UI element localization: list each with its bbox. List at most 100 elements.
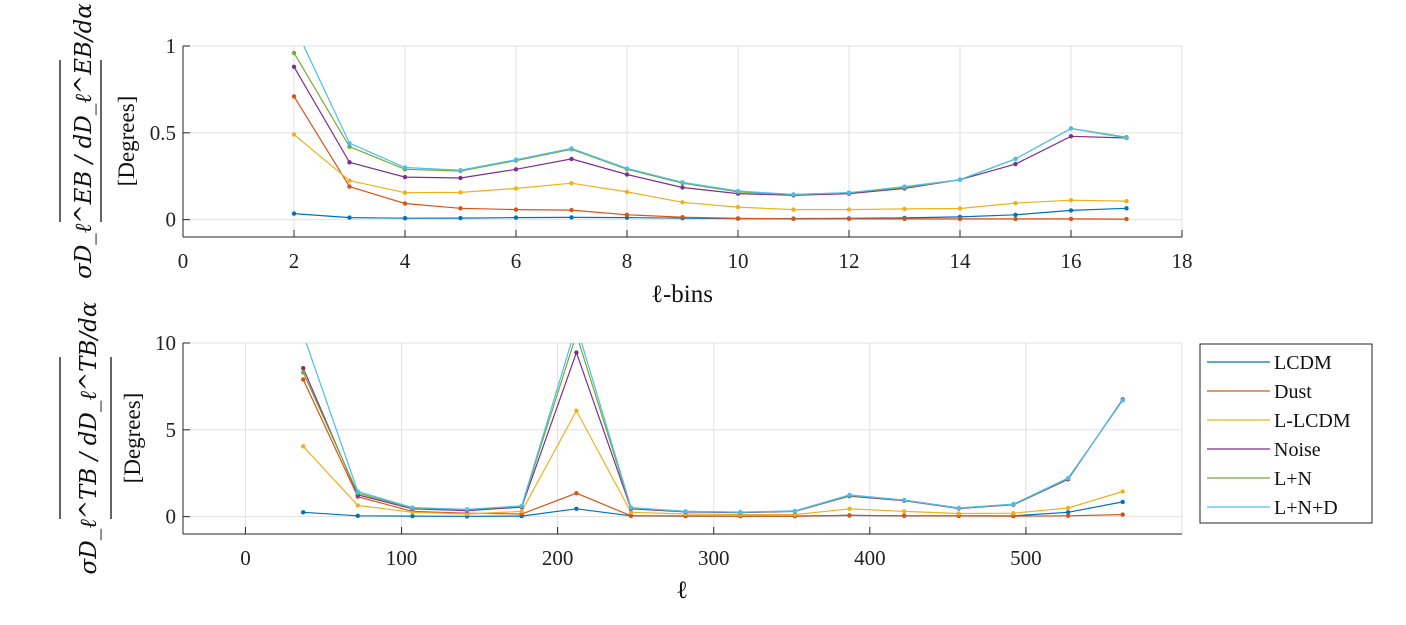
- tb-point: [301, 366, 306, 371]
- eb-point: [1124, 206, 1129, 211]
- eb-point: [458, 215, 463, 221]
- eb-x-tick-label: 12: [839, 249, 860, 273]
- eb-point: [735, 216, 741, 221]
- tb-point: [574, 332, 578, 336]
- eb-point: [291, 132, 297, 137]
- eb-y-axis-label: σD_ℓ^EB / dD_ℓ^EB/dα [Degrees]: [59, 3, 139, 279]
- tb-x-tick-label: 300: [698, 546, 730, 570]
- legend-label-l-lcdm: L-LCDM: [1274, 410, 1351, 432]
- eb-point: [957, 177, 963, 182]
- eb-point: [680, 180, 685, 185]
- eb-point: [957, 206, 963, 211]
- tb-point: [847, 492, 852, 498]
- tb-y-axis-label: σD_ℓ^TB / dD_ℓ^TB/dα [Degrees]: [59, 301, 145, 574]
- tb-y-tick-label: 0: [166, 505, 177, 529]
- legend-label-dust: Dust: [1274, 381, 1312, 403]
- eb-point: [291, 64, 297, 70]
- eb-ticks: 0 2 4 6 8 10 12 14 16 18 0 0.5 1: [150, 34, 1193, 273]
- legend-label-l-n: L+N: [1274, 468, 1312, 490]
- eb-point: [402, 165, 408, 170]
- eb-point: [1068, 134, 1074, 139]
- tb-point: [1120, 489, 1125, 494]
- tb-series-layer: [301, 332, 1125, 519]
- eb-point: [902, 216, 907, 222]
- tb-point: [628, 510, 634, 515]
- eb-point: [569, 156, 574, 162]
- eb-series-dust: [293, 96, 1127, 220]
- eb-series-noise: [293, 66, 1127, 196]
- tb-point: [847, 513, 852, 518]
- eb-point: [513, 167, 519, 172]
- tb-point: [1065, 475, 1071, 481]
- tb-point: [1011, 511, 1016, 516]
- eb-point: [680, 215, 685, 220]
- tb-point: [464, 511, 470, 517]
- tb-x-tick-label: 0: [240, 546, 251, 570]
- eb-point: [513, 207, 519, 212]
- legend-label-lcdm: LCDM: [1274, 352, 1332, 374]
- eb-x-tick-label: 6: [511, 249, 522, 273]
- tb-series-l-n: [302, 343, 1124, 513]
- legend-entries: LCDM Dust L-LCDM Noise L+N L+N+D: [1207, 352, 1351, 519]
- tb-point: [355, 513, 360, 518]
- eb-point: [624, 189, 630, 195]
- eb-point: [1013, 161, 1018, 167]
- eb-y-tick-label: 0.5: [150, 121, 176, 145]
- eb-y-axis-units: [Degrees]: [114, 96, 139, 187]
- tb-y-axis-symbol: σD_ℓ^TB / dD_ℓ^TB/dα: [76, 301, 102, 574]
- tb-point: [847, 506, 852, 511]
- tb-point: [410, 510, 415, 515]
- tb-series-dust: [302, 379, 1123, 517]
- legend-label-noise: Noise: [1274, 439, 1321, 461]
- tb-series-l-n-d: [305, 343, 1124, 513]
- tb-point: [301, 510, 306, 515]
- eb-point: [1013, 212, 1018, 217]
- tb-point: [301, 444, 306, 449]
- eb-point: [680, 185, 685, 190]
- eb-point: [791, 207, 796, 212]
- eb-point: [735, 204, 741, 210]
- tb-point: [1065, 510, 1071, 515]
- eb-point: [458, 190, 463, 195]
- tb-point: [574, 408, 579, 413]
- tb-point: [355, 503, 360, 508]
- tb-point: [902, 513, 907, 518]
- eb-point: [513, 215, 519, 220]
- eb-point: [458, 168, 463, 173]
- eb-point: [791, 192, 796, 197]
- eb-x-tick-label: 14: [950, 249, 972, 273]
- eb-x-tick-label: 18: [1172, 249, 1193, 273]
- eb-y-tick-label: 0: [166, 208, 177, 232]
- eb-x-axis-label: ℓ-bins: [651, 281, 713, 308]
- eb-point: [291, 50, 297, 56]
- eb-point: [846, 216, 852, 221]
- eb-x-tick-label: 10: [728, 249, 749, 273]
- eb-point: [347, 215, 352, 220]
- tb-panel: 0 100 200 300 400 500 0 5 10 ℓ σD_ℓ^TB / dD_ℓ^TB…: [59, 301, 1183, 604]
- tb-point: [301, 377, 306, 382]
- tb-ticks: 0 100 200 300 400 500 0 5 10: [155, 331, 1042, 570]
- eb-point: [902, 184, 907, 189]
- eb-point: [791, 216, 796, 221]
- eb-x-tick-label: 8: [622, 249, 633, 273]
- tb-point: [683, 509, 688, 514]
- eb-point: [402, 190, 408, 195]
- eb-point: [957, 216, 963, 222]
- tb-series-l-lcdm: [302, 409, 1123, 516]
- legend-label-l-n-d: L+N+D: [1274, 497, 1338, 519]
- tb-point: [410, 505, 415, 510]
- tb-point: [464, 507, 470, 512]
- tb-point: [956, 511, 961, 516]
- tb-point: [628, 505, 634, 510]
- tb-point: [792, 508, 798, 514]
- tb-point: [902, 497, 907, 503]
- tb-x-axis-label: ℓ: [676, 577, 688, 604]
- eb-point: [1124, 135, 1129, 141]
- eb-point: [292, 23, 296, 27]
- eb-point: [291, 94, 297, 99]
- tb-x-tick-label: 100: [386, 546, 418, 570]
- eb-point: [347, 184, 352, 189]
- eb-y-axis-symbol: σD_ℓ^EB / dD_ℓ^EB/dα: [71, 3, 97, 279]
- eb-y-tick-label: 1: [166, 34, 177, 58]
